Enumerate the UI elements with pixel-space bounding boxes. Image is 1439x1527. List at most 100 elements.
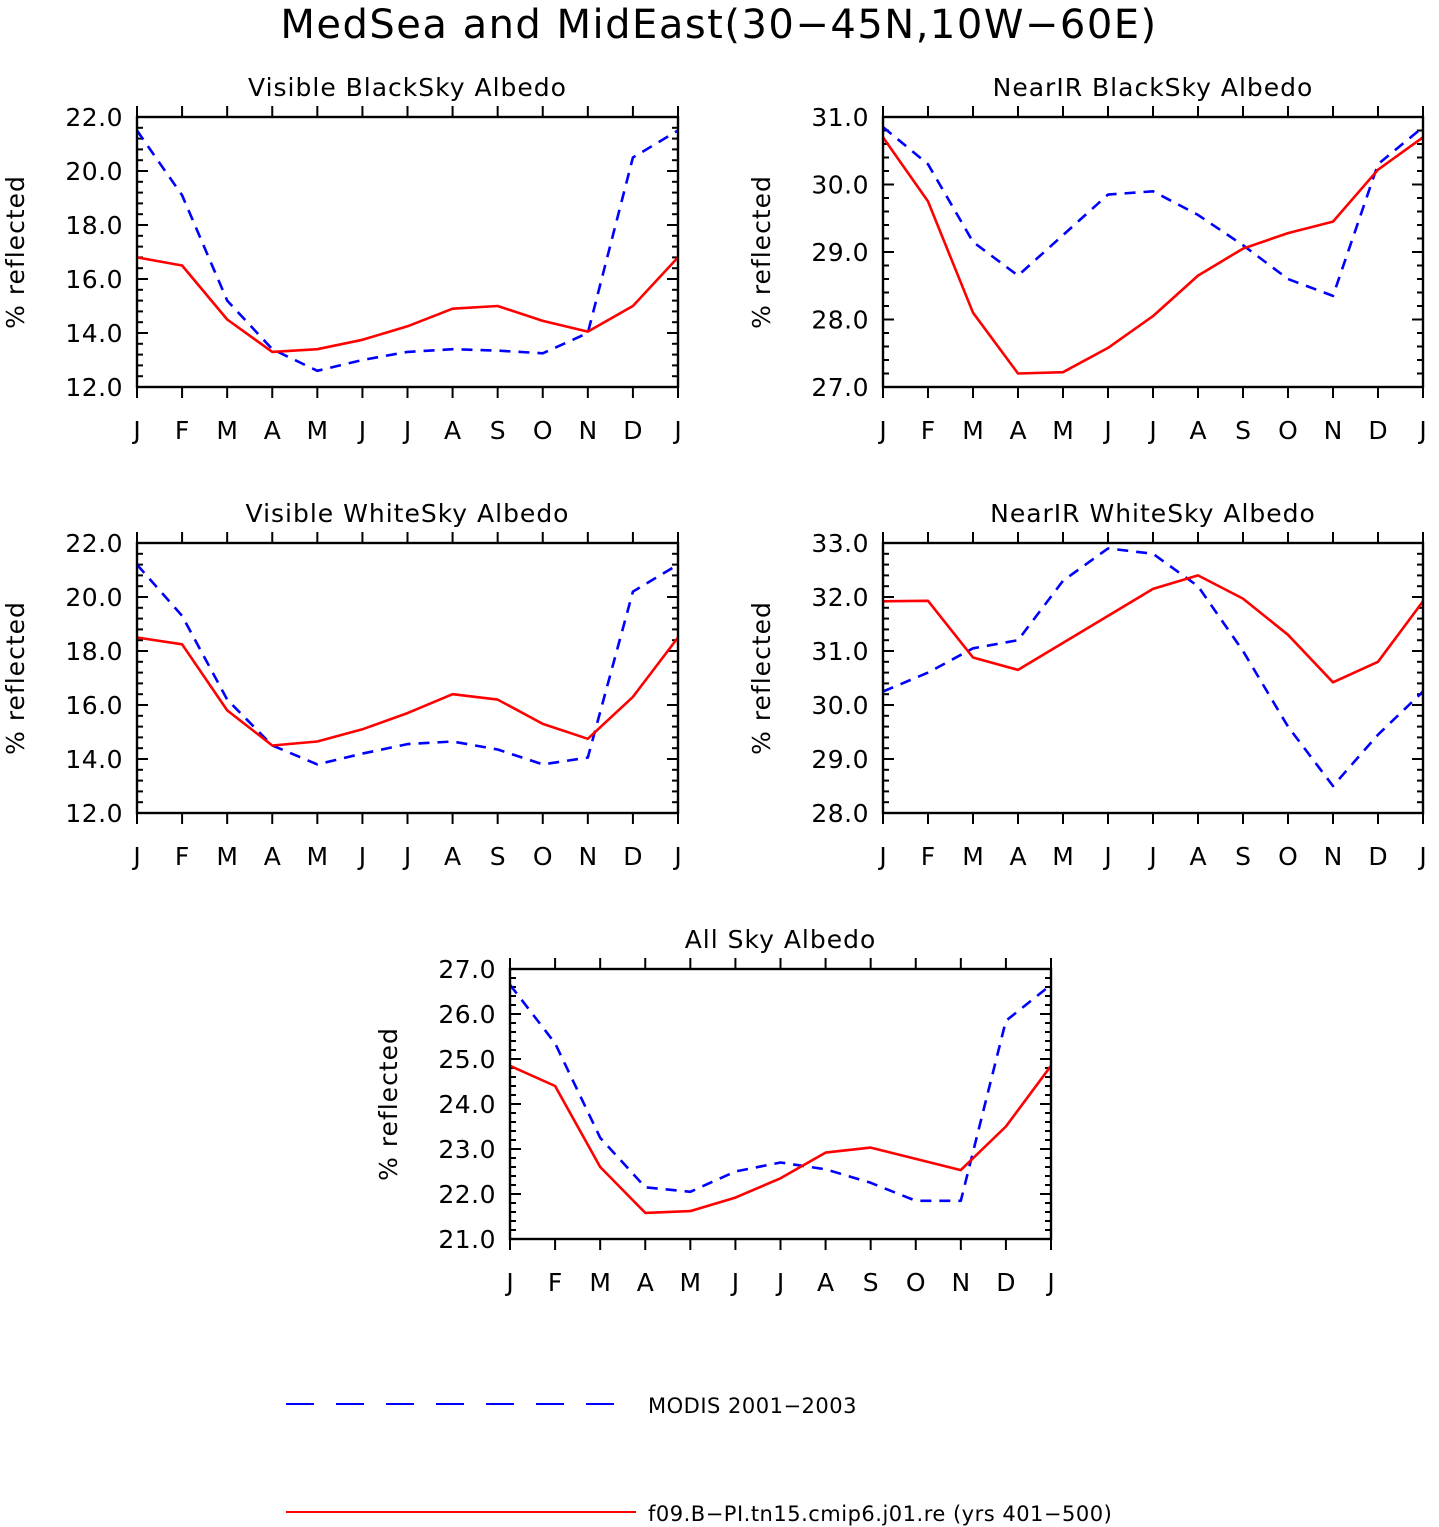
series-line-modis <box>135 129 679 373</box>
x-tick-label: O <box>906 1268 926 1297</box>
x-tick-label: D <box>623 842 642 871</box>
x-tick-label: A <box>1189 416 1206 445</box>
y-tick-label: 23.0 <box>438 1135 496 1164</box>
plot-frame-nearir-whitesky <box>881 541 1425 815</box>
legend-label-modis: MODIS 2001−2003 <box>648 1394 857 1418</box>
x-tick-label: N <box>1324 842 1343 871</box>
y-tick-label: 20.0 <box>65 157 123 186</box>
series-line-modis <box>136 563 679 766</box>
y-tick-label: 29.0 <box>811 745 869 774</box>
series-line-modis <box>882 547 1424 788</box>
x-tick-label: A <box>1009 416 1026 445</box>
chart-visible-blacksky: Visible BlackSky Albedo % reflected 12.0 14… <box>1 73 682 445</box>
y-axis-label-nearir-blacksky: % reflected <box>747 175 776 329</box>
y-tick-label: 16.0 <box>65 691 123 720</box>
x-tick-label: M <box>680 1268 702 1297</box>
x-tick-label: J <box>357 842 366 871</box>
series-line-model <box>881 136 1424 375</box>
series-line-model <box>136 636 680 747</box>
chart-title-visible-whitesky: Visible WhiteSky Albedo <box>246 499 570 528</box>
x-tick-label: A <box>444 842 461 871</box>
x-tick-label: A <box>817 1268 834 1297</box>
y-tick-label: 12.0 <box>65 799 123 828</box>
x-tick-label: M <box>1052 416 1074 445</box>
x-tick-label: A <box>1189 842 1206 871</box>
series-line-modis <box>508 983 1052 1203</box>
y-axis-label-visible-blacksky: % reflected <box>1 175 30 329</box>
x-tick-label: F <box>175 416 189 445</box>
chart-all-sky: All Sky Albedo % reflected 21.0 22.0 23.0 24.… <box>374 925 1055 1297</box>
x-tick-label: M <box>962 416 984 445</box>
x-tick-label: J <box>672 842 681 871</box>
x-tick-label: F <box>548 1268 562 1297</box>
x-tick-label: D <box>1368 842 1387 871</box>
chart-title-all-sky: All Sky Albedo <box>685 925 877 954</box>
y-tick-label: 18.0 <box>65 637 123 666</box>
x-tick-label: M <box>307 416 329 445</box>
series-line-model <box>882 574 1425 684</box>
y-axis-label-nearir-whitesky: % reflected <box>747 601 776 755</box>
x-tick-label: O <box>533 842 553 871</box>
x-tick-label: N <box>1324 416 1343 445</box>
x-tick-label: J <box>775 1268 784 1297</box>
x-tick-label: S <box>1235 842 1251 871</box>
x-tick-label: J <box>1102 416 1111 445</box>
y-tick-label: 21.0 <box>438 1225 496 1254</box>
y-tick-label: 28.0 <box>811 306 869 335</box>
x-tick-label: S <box>863 1268 879 1297</box>
x-tick-label: A <box>637 1268 654 1297</box>
x-tick-label: J <box>730 1268 739 1297</box>
series-line-model <box>509 1064 1053 1215</box>
x-tick-label: A <box>444 416 461 445</box>
y-tick-label: 28.0 <box>811 799 869 828</box>
x-tick-label: O <box>1278 416 1298 445</box>
y-tick-label: 27.0 <box>811 373 869 402</box>
x-tick-label: M <box>216 842 238 871</box>
y-tick-label: 27.0 <box>438 955 496 984</box>
chart-nearir-whitesky: NearIR WhiteSky Albedo % reflected 28.0 29.… <box>747 499 1427 871</box>
x-tick-label: J <box>877 416 886 445</box>
legend-label-model: f09.B−PI.tn15.cmip6.j01.re (yrs 401−500) <box>648 1502 1112 1526</box>
y-tick-label: 30.0 <box>811 171 869 200</box>
x-tick-label: O <box>533 416 553 445</box>
x-tick-label: J <box>402 842 411 871</box>
x-tick-label: A <box>264 842 281 871</box>
y-axis-label-visible-whitesky: % reflected <box>1 601 30 755</box>
x-tick-label: J <box>672 416 681 445</box>
chart-visible-whitesky: Visible WhiteSky Albedo % reflected 12.0 14… <box>1 499 682 871</box>
y-tick-label: 22.0 <box>438 1180 496 1209</box>
x-tick-label: J <box>1147 842 1156 871</box>
x-tick-label: J <box>131 416 140 445</box>
x-tick-label: J <box>131 842 140 871</box>
y-tick-label: 25.0 <box>438 1045 496 1074</box>
chart-panels: Visible BlackSky Albedo % reflected 12.0 14… <box>1 73 1427 1297</box>
x-tick-label: D <box>996 1268 1015 1297</box>
y-tick-label: 14.0 <box>65 745 123 774</box>
x-tick-label: J <box>504 1268 513 1297</box>
y-tick-label: 33.0 <box>811 529 869 558</box>
x-tick-label: M <box>307 842 329 871</box>
y-tick-label: 31.0 <box>811 637 869 666</box>
y-tick-label: 20.0 <box>65 583 123 612</box>
x-tick-label: M <box>216 416 238 445</box>
y-tick-label: 14.0 <box>65 319 123 348</box>
figure-title: MedSea and MidEast(30−45N,10W−60E) <box>280 2 1157 48</box>
x-tick-label: A <box>1009 842 1026 871</box>
plot-frame-nearir-blacksky <box>881 115 1425 389</box>
x-tick-label: J <box>877 842 886 871</box>
x-tick-label: J <box>1102 842 1111 871</box>
x-tick-label: F <box>921 842 935 871</box>
y-tick-label: 22.0 <box>65 103 123 132</box>
legend: MODIS 2001−2003 f09.B−PI.tn15.cmip6.j01.r… <box>286 1394 1112 1526</box>
x-tick-label: M <box>589 1268 611 1297</box>
chart-title-nearir-blacksky: NearIR BlackSky Albedo <box>993 73 1314 102</box>
y-axis-label-all-sky: % reflected <box>374 1027 403 1181</box>
x-tick-label: N <box>578 842 597 871</box>
x-tick-label: F <box>921 416 935 445</box>
y-tick-label: 18.0 <box>65 211 123 240</box>
y-tick-label: 30.0 <box>811 691 869 720</box>
y-tick-label: 26.0 <box>438 1000 496 1029</box>
x-tick-label: J <box>1147 416 1156 445</box>
x-tick-label: J <box>1045 1268 1054 1297</box>
